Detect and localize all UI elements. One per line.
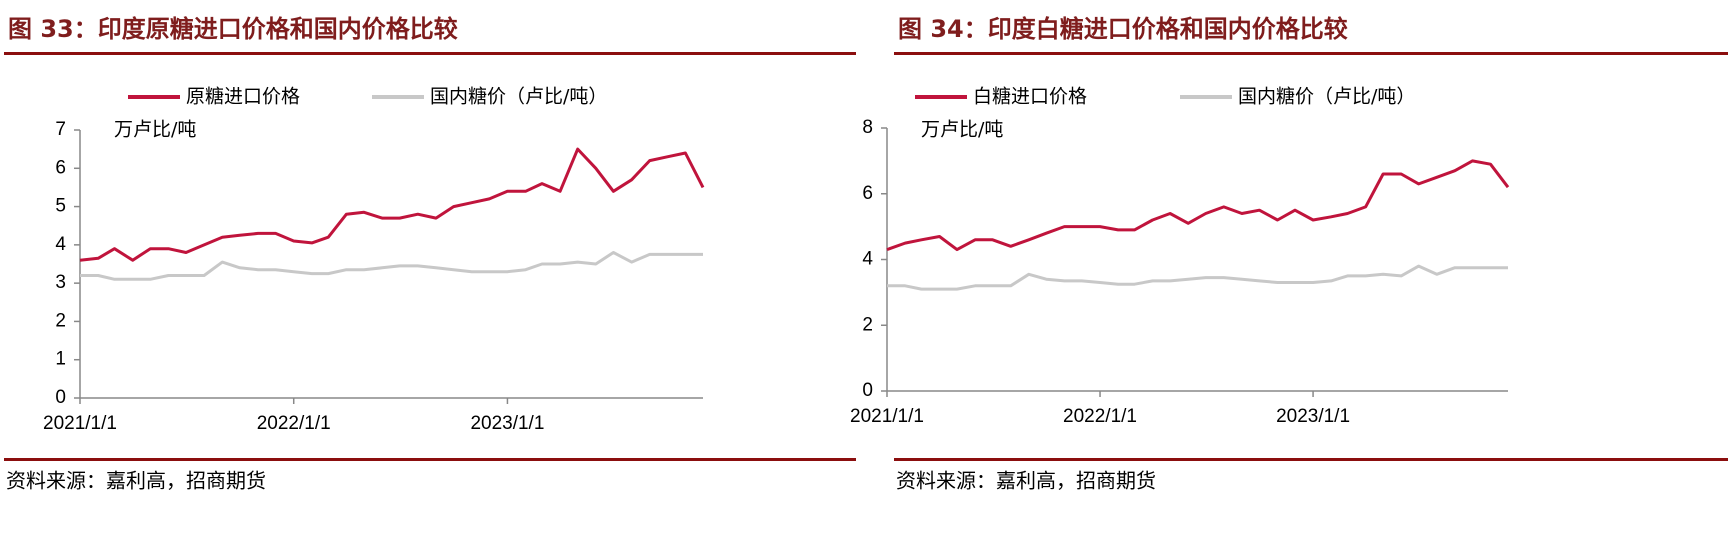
x-tick-label: 2023/1/1 (1276, 406, 1350, 427)
legend-label: 白糖进口价格 (973, 86, 1087, 108)
legend-label: 国内糖价（卢比/吨） (430, 86, 607, 108)
source: 资料来源：嘉利高，招商期货 (896, 469, 1156, 493)
title-rule (4, 52, 856, 55)
y-tick-label: 7 (55, 119, 66, 140)
y-tick-label: 8 (862, 117, 873, 138)
chart-title: 图 33：印度原糖进口价格和国内价格比较 (8, 15, 458, 43)
x-tick-label: 2021/1/1 (850, 406, 924, 427)
source: 资料来源：嘉利高，招商期货 (6, 469, 266, 493)
y-tick-label: 6 (55, 157, 66, 178)
y-axis-unit: 万卢比/吨 (114, 119, 196, 141)
x-tick-label: 2022/1/1 (1063, 406, 1137, 427)
y-tick-label: 2 (862, 314, 873, 335)
x-tick-label: 2021/1/1 (43, 413, 117, 434)
y-axis-unit: 万卢比/吨 (921, 119, 1003, 141)
y-tick-label: 1 (55, 349, 66, 370)
y-tick-label: 3 (55, 272, 66, 293)
data-line (79, 147, 705, 262)
legend-label: 原糖进口价格 (186, 86, 300, 108)
y-tick-label: 4 (55, 234, 66, 255)
y-tick-label: 4 (862, 249, 873, 270)
y-tick-label: 0 (862, 380, 873, 401)
y-tick-label: 6 (862, 183, 873, 204)
data-line (80, 251, 703, 281)
title-rule (894, 52, 1728, 55)
source-rule (4, 458, 856, 461)
y-tick-label: 0 (55, 387, 66, 408)
data-line (886, 159, 1510, 252)
data-line (887, 264, 1508, 291)
y-tick-label: 5 (55, 196, 66, 217)
source-rule (894, 458, 1728, 461)
x-tick-label: 2022/1/1 (257, 413, 331, 434)
legend-label: 国内糖价（卢比/吨） (1238, 86, 1415, 108)
x-tick-label: 2023/1/1 (470, 413, 544, 434)
y-tick-label: 2 (55, 310, 66, 331)
chart-title: 图 34：印度白糖进口价格和国内价格比较 (898, 15, 1348, 43)
